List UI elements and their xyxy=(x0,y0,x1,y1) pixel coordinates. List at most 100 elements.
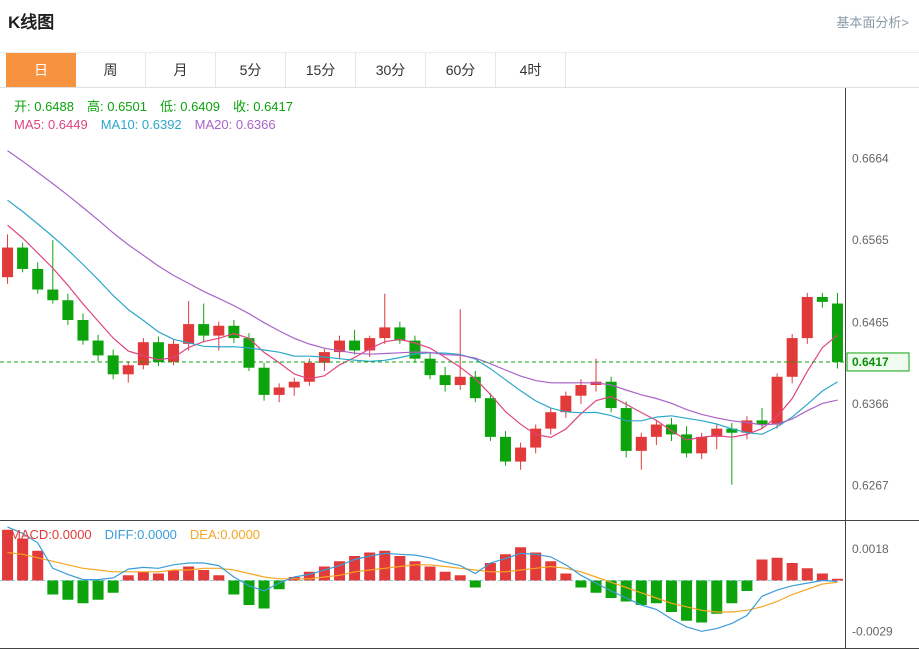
ma5-value: MA5: 0.6449 xyxy=(14,117,88,132)
low-value: 低: 0.6409 xyxy=(160,99,220,114)
candle-body xyxy=(801,296,813,339)
tab-hour4[interactable]: 4时 xyxy=(496,53,566,87)
candle-body xyxy=(349,340,361,351)
macd-bar xyxy=(681,580,693,621)
candle-body xyxy=(469,376,481,399)
candle-body xyxy=(258,367,270,395)
macd-bar xyxy=(499,554,511,581)
candle-body xyxy=(152,342,164,362)
macd-bar xyxy=(469,580,481,588)
macd-bar xyxy=(47,580,59,595)
candle-body xyxy=(831,303,843,362)
macd-bar xyxy=(530,552,542,581)
ma-legend: MA5: 0.6449 MA10: 0.6392 MA20: 0.6366 xyxy=(14,117,276,132)
candle-body xyxy=(379,327,391,339)
candle-body xyxy=(424,358,436,376)
page-title: K线图 xyxy=(8,13,55,32)
macd-bar xyxy=(2,529,14,581)
macd-bar xyxy=(198,570,210,581)
dea-line xyxy=(7,551,838,613)
candle-body xyxy=(228,325,240,339)
macd-bar xyxy=(303,571,315,581)
candle-body xyxy=(771,376,783,425)
candle-body xyxy=(650,424,662,437)
candle-body xyxy=(711,428,723,437)
macd-bar xyxy=(17,538,29,581)
macd-bar xyxy=(665,580,677,612)
macd-bar xyxy=(726,580,738,604)
macd-bar xyxy=(515,547,527,581)
candle-body xyxy=(334,340,346,353)
candle-body xyxy=(213,325,225,336)
candle-body xyxy=(530,428,542,448)
price-axis-label: 0.6465 xyxy=(852,315,889,329)
candle-body xyxy=(62,300,74,320)
tab-min30[interactable]: 30分 xyxy=(356,53,426,87)
candle-body xyxy=(77,319,89,341)
candle-body xyxy=(439,375,451,386)
macd-bar xyxy=(379,550,391,581)
macd-bar xyxy=(243,580,255,605)
macd-bar xyxy=(273,580,285,590)
tab-month[interactable]: 月 xyxy=(146,53,216,87)
candle-body xyxy=(183,324,195,344)
macd-bar xyxy=(77,580,89,604)
dea-value: DEA:0.0000 xyxy=(189,527,261,542)
tab-week[interactable]: 周 xyxy=(76,53,146,87)
ma20-value: MA20: 0.6366 xyxy=(194,117,276,132)
current-price-badge-label: 0.6417 xyxy=(852,355,889,369)
macd-bar xyxy=(228,580,240,595)
macd-bar xyxy=(454,575,466,581)
macd-bar xyxy=(650,580,662,604)
macd-bar xyxy=(424,566,436,581)
ma-lines-layer xyxy=(7,150,838,441)
candle-body xyxy=(786,338,798,377)
macd-bar xyxy=(152,573,164,581)
diff-line xyxy=(7,526,838,632)
candle-body xyxy=(620,408,632,451)
macd-bar xyxy=(801,568,813,581)
close-value: 收: 0.6417 xyxy=(233,99,293,114)
macd-bar xyxy=(364,552,376,581)
price-axis-label: 0.6664 xyxy=(852,152,889,166)
candle-body xyxy=(575,385,587,396)
macd-histogram-layer xyxy=(2,529,843,623)
tab-day[interactable]: 日 xyxy=(6,53,76,87)
candle-body xyxy=(515,447,527,462)
macd-bar xyxy=(32,550,44,581)
fundamental-analysis-link[interactable]: 基本面分析> xyxy=(836,15,909,30)
macd-lines-layer xyxy=(7,526,838,632)
macd-bar xyxy=(620,580,632,602)
candle-body xyxy=(409,340,421,359)
macd-bar xyxy=(816,573,828,581)
candle-body xyxy=(198,324,210,336)
macd-bar xyxy=(213,575,225,581)
candle-body xyxy=(665,424,677,435)
macd-bar xyxy=(756,559,768,581)
macd-legend: MACD:0.0000 DIFF:0.0000 DEA:0.0000 xyxy=(10,527,260,542)
macd-bar xyxy=(258,580,270,609)
candle-body xyxy=(484,398,496,437)
candle-body xyxy=(545,412,557,429)
tab-min5[interactable]: 5分 xyxy=(216,53,286,87)
price-axis-label: 0.6366 xyxy=(852,397,889,411)
macd-bar xyxy=(107,580,119,593)
macd-bar xyxy=(590,580,602,593)
candle-body xyxy=(107,355,119,375)
candle-body xyxy=(364,338,376,351)
tab-min60[interactable]: 60分 xyxy=(426,53,496,87)
candle-body xyxy=(560,395,572,413)
macd-bar xyxy=(349,556,361,581)
tab-min15[interactable]: 15分 xyxy=(286,53,356,87)
macd-bar xyxy=(439,571,451,581)
candle-body xyxy=(816,296,828,302)
candle-body xyxy=(168,343,180,362)
high-value: 高: 0.6501 xyxy=(87,99,147,114)
macd-bar xyxy=(122,575,134,581)
price-axis: 0.6664 0.6565 0.6465 0.6366 0.6267 xyxy=(852,152,889,493)
ma10-line xyxy=(7,199,838,435)
macd-bar xyxy=(394,556,406,581)
candle-body xyxy=(273,387,285,395)
